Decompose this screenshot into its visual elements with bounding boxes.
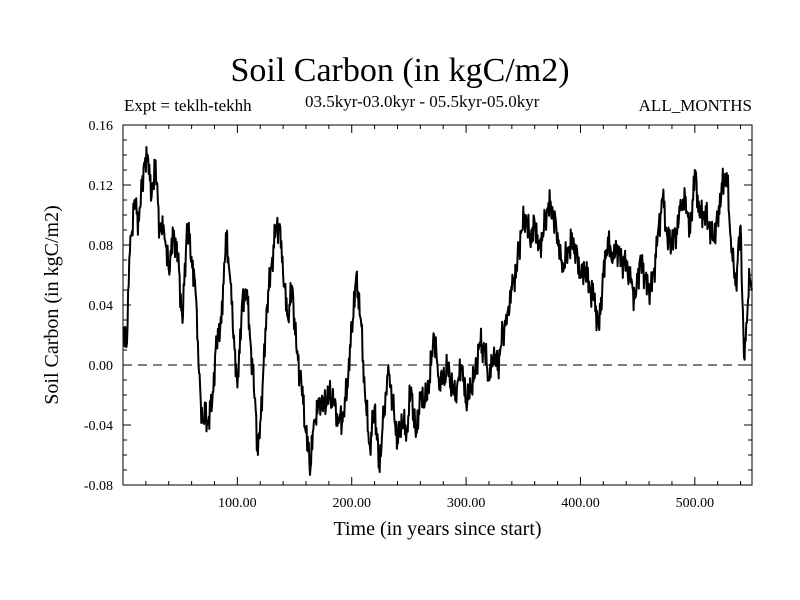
season-label: ALL_MONTHS: [638, 96, 752, 115]
x-tick-label: 300.00: [447, 496, 486, 511]
ticks-layer: [122, 124, 752, 486]
y-tick-label: 0.00: [89, 359, 114, 374]
x-tick-label: 500.00: [676, 496, 715, 511]
y-tick-label: -0.04: [84, 419, 113, 434]
y-axis-title: Soil Carbon (in kgC/m2): [41, 205, 63, 404]
x-tick-label: 100.00: [218, 496, 257, 511]
y-tick-label: 0.12: [89, 179, 114, 194]
y-tick-label: -0.08: [84, 479, 113, 494]
y-tick-label: 0.16: [89, 119, 114, 134]
period-label: 03.5kyr-03.0kyr - 05.5kyr-05.0kyr: [305, 92, 540, 111]
chart-title: Soil Carbon (in kgC/m2): [230, 52, 570, 89]
tick-labels-layer: -0.08 -0.04 0.00 0.04 0.08 0.12 0.16 100.00 200.…: [84, 119, 714, 511]
x-axis-title: Time (in years since start): [333, 518, 541, 540]
experiment-label: Expt = teklh-tekhh: [124, 96, 252, 115]
plot-frame: [122, 124, 753, 486]
y-tick-label: 0.04: [89, 299, 114, 314]
x-tick-label: 200.00: [332, 496, 371, 511]
x-tick-label: 400.00: [561, 496, 600, 511]
series-line-soil-carbon: [122, 146, 753, 476]
y-tick-label: 0.08: [89, 239, 114, 254]
